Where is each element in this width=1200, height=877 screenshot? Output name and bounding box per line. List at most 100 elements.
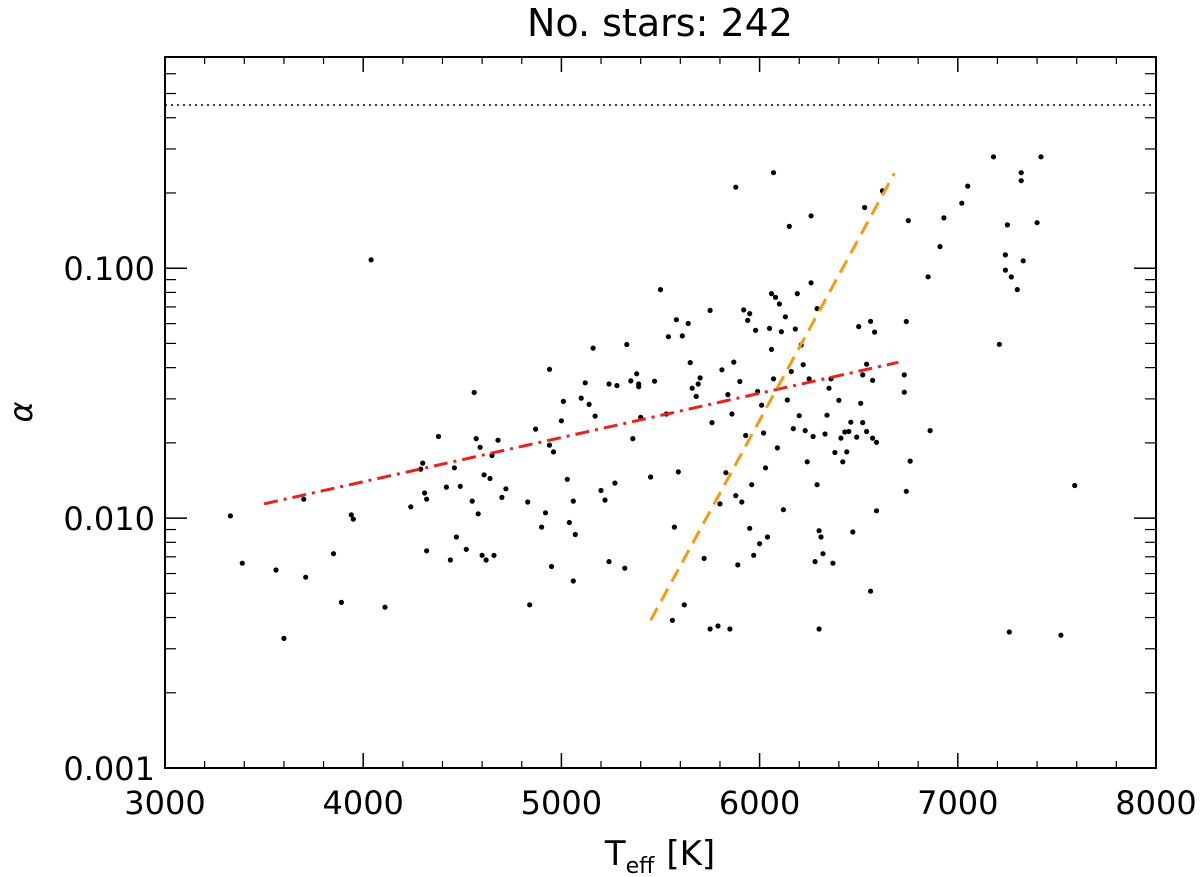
data-point	[453, 534, 459, 540]
data-point	[864, 361, 870, 367]
data-point	[856, 324, 862, 330]
axis-ticks	[164, 57, 1157, 769]
data-point	[1006, 629, 1012, 635]
data-point	[723, 470, 729, 476]
data-point	[749, 482, 755, 488]
data-point	[862, 204, 868, 211]
data-point	[558, 418, 565, 424]
data-point	[424, 496, 430, 502]
x-axis-label-unit: [K]	[666, 834, 715, 874]
x-tick-label: 3000	[124, 784, 205, 822]
data-point	[665, 334, 672, 340]
data-point	[903, 488, 909, 494]
data-point	[368, 257, 374, 263]
data-point	[745, 317, 751, 323]
y-tick-label: 0.100	[63, 250, 155, 288]
data-point	[527, 602, 533, 608]
data-point	[648, 474, 654, 480]
data-point	[548, 563, 555, 570]
data-point	[572, 531, 578, 538]
data-point	[816, 528, 822, 534]
data-point	[602, 497, 608, 503]
data-point	[227, 513, 233, 519]
data-point	[802, 428, 808, 434]
data-point	[273, 567, 279, 573]
data-point	[796, 413, 802, 419]
data-point	[491, 552, 497, 558]
data-point	[761, 430, 767, 436]
data-point	[990, 154, 997, 160]
data-point	[766, 325, 773, 331]
data-point	[868, 318, 874, 324]
data-point	[471, 389, 477, 396]
data-point	[996, 341, 1003, 347]
data-point	[479, 552, 485, 558]
data-point	[539, 524, 545, 530]
data-point	[743, 432, 749, 439]
data-point	[747, 311, 753, 317]
data-point	[751, 552, 757, 558]
data-point	[1018, 178, 1024, 184]
data-point	[612, 480, 618, 486]
data-point	[725, 392, 731, 398]
data-point	[731, 359, 737, 365]
data-point	[770, 170, 777, 176]
data-point	[719, 367, 725, 373]
data-point	[860, 420, 866, 426]
data-point	[652, 378, 658, 384]
data-point	[959, 200, 965, 206]
data-point	[443, 484, 449, 490]
data-point	[759, 402, 765, 408]
data-point	[786, 223, 792, 229]
data-point	[858, 400, 864, 406]
data-point	[836, 397, 842, 403]
data-point	[473, 436, 479, 442]
data-point	[685, 320, 691, 327]
data-point	[774, 445, 781, 451]
data-point	[788, 368, 794, 375]
data-point	[673, 317, 680, 323]
data-point	[463, 546, 469, 552]
data-point	[812, 559, 818, 565]
data-point	[717, 501, 723, 507]
data-point	[477, 444, 483, 450]
data-point	[905, 218, 911, 224]
y-tick-labels: 0.001 0.010 0.100	[63, 250, 155, 788]
data-point	[715, 623, 721, 629]
data-point	[457, 483, 463, 489]
data-point	[693, 393, 699, 399]
data-point	[764, 534, 771, 540]
data-point	[707, 307, 713, 313]
data-point	[868, 588, 874, 594]
data-point	[671, 524, 678, 530]
data-point	[330, 551, 337, 557]
data-point	[707, 626, 713, 632]
data-point	[790, 426, 796, 432]
data-point	[762, 465, 769, 471]
data-point	[1008, 274, 1014, 280]
data-point	[420, 460, 426, 466]
data-point	[566, 519, 572, 526]
data-point	[838, 435, 844, 441]
x-tick-labels: 3000 4000 5000 6000 7000 8000	[124, 784, 1196, 822]
data-point	[925, 274, 931, 280]
data-point	[770, 376, 777, 382]
data-point	[818, 534, 824, 540]
data-point	[606, 559, 612, 565]
data-point	[776, 301, 783, 307]
data-point	[808, 213, 814, 219]
data-point	[303, 574, 309, 580]
data-point	[697, 375, 703, 381]
data-point	[822, 431, 828, 437]
data-point	[941, 215, 947, 221]
data-point	[239, 560, 245, 566]
data-point	[542, 510, 549, 516]
data-point	[830, 560, 836, 566]
data-point	[768, 291, 775, 297]
data-point	[782, 314, 789, 320]
data-point	[816, 626, 822, 632]
x-tick-label: 6000	[719, 784, 800, 822]
data-point	[824, 412, 830, 418]
data-point	[873, 508, 880, 514]
